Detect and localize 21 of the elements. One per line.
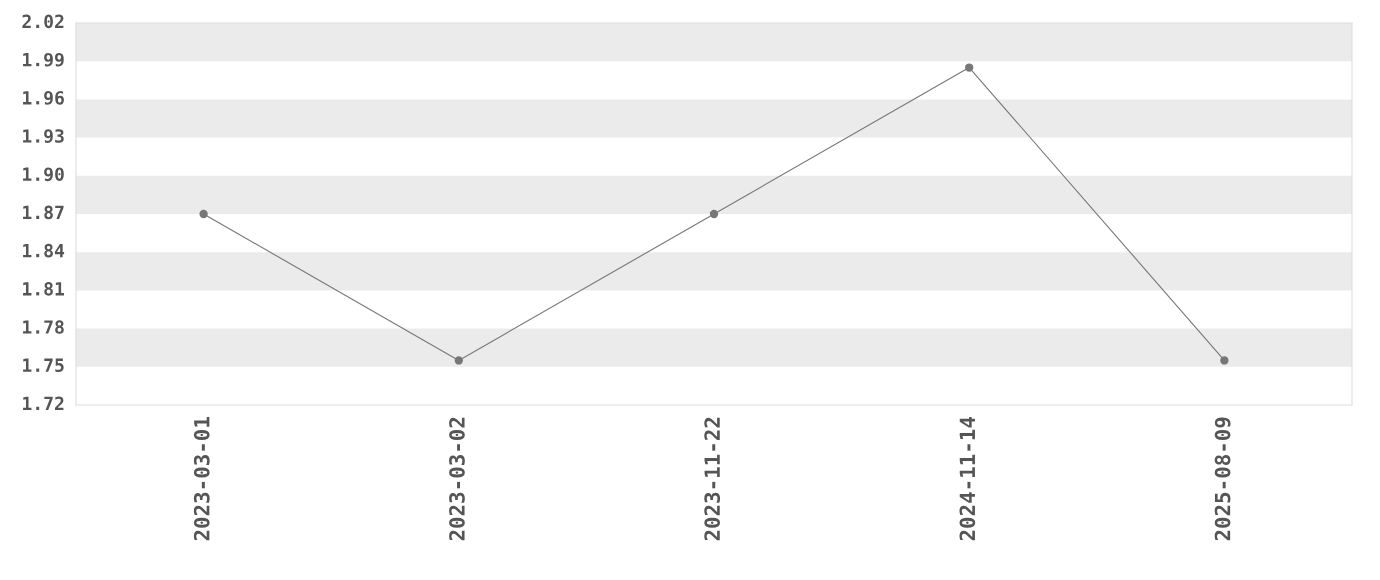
x-tick-label: 2024-11-14 xyxy=(959,417,976,541)
y-tick-label: 1.81 xyxy=(23,281,65,296)
y-tick-label: 1.72 xyxy=(23,396,64,410)
point xyxy=(1220,356,1229,365)
x-tick-label: 2023-11-22 xyxy=(704,417,721,541)
y-tick-label: 1.99 xyxy=(23,52,64,67)
y-tick-label: 1.96 xyxy=(23,91,64,105)
point xyxy=(199,209,208,219)
x-tick-label: 2023-03-02 xyxy=(449,417,465,541)
y-tick-label: 1.75 xyxy=(23,358,64,373)
point xyxy=(965,63,974,72)
y-tick-label: 2.02 xyxy=(22,14,64,29)
y-tick-label: 1.93 xyxy=(23,129,64,143)
x-tick-label: 2023-03-01 xyxy=(193,417,210,541)
point xyxy=(709,209,719,219)
x-tick-label: 2025-08-09 xyxy=(1214,417,1231,541)
y-tick-label: 1.90 xyxy=(23,167,64,182)
point xyxy=(454,356,463,365)
y-tick-label: 1.84 xyxy=(23,243,65,258)
y-tick-label: 1.87 xyxy=(23,205,64,220)
y-tick-label: 1.78 xyxy=(23,320,64,334)
